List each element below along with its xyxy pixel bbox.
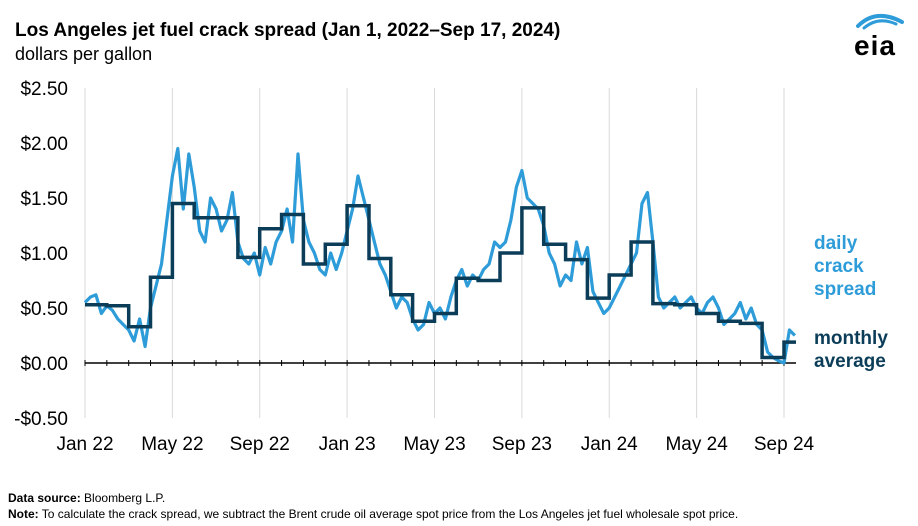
chart-grid [84,88,785,418]
y-tick-label: $1.50 [20,189,68,210]
legend-daily: daily crack spread [814,232,876,301]
footer-note: Note: To calculate the crack spread, we … [8,507,738,521]
x-tick-label: May 22 [141,434,203,455]
chart-title: Los Angeles jet fuel crack spread (Jan 1… [15,20,561,41]
legend-daily-line-3: spread [814,279,877,300]
footer-source: Data source: Bloomberg L.P. [8,491,165,505]
y-tick-label: $2.00 [20,134,68,155]
x-tick-label: Sep 24 [754,434,815,455]
legend-monthly-line-1: monthly [814,328,888,349]
note-text: To calculate the crack spread, we subtra… [41,507,739,521]
y-tick-label: $0.50 [20,299,68,320]
legend-daily-line-2: crack [814,256,864,277]
x-tick-label: Jan 24 [581,434,638,455]
y-tick-label: -$0.50 [14,409,68,430]
source-label: Data source: [8,491,81,505]
y-tick-label: $1.00 [20,244,68,265]
x-tick-label: Jan 22 [56,434,113,455]
y-tick-label: $2.50 [20,79,68,100]
x-tick-label: Sep 23 [492,434,552,455]
chart-subtitle: dollars per gallon [15,44,153,64]
crack-spread-chart: $2.50 $2.00 $1.50 $1.00 $0.50 $0.00 -$0.50 Jan… [14,79,814,455]
y-tick-label: $0.00 [20,354,68,375]
source-text: Bloomberg L.P. [84,491,166,505]
x-axis-ticks: Jan 22 May 22 Sep 22 Jan 23 May 23 Sep 23 Jan … [56,434,814,455]
note-label: Note: [8,507,39,521]
x-tick-label: Jan 23 [319,434,376,455]
y-axis-ticks: $2.50 $2.00 $1.50 $1.00 $0.50 $0.00 -$0.50 [14,79,68,430]
monthly-series-line [85,201,796,360]
legend-monthly-line-2: average [814,351,886,372]
x-axis [84,360,796,366]
x-tick-label: May 24 [665,434,728,455]
logo-arc-icon [856,14,904,30]
chart-series [83,146,797,365]
legend-daily-line-1: daily [814,233,858,254]
logo-text: eia [854,30,896,61]
x-tick-label: May 23 [403,434,465,455]
eia-logo: eia [852,12,908,61]
x-tick-label: Sep 22 [230,434,290,455]
legend-monthly: monthly average [814,327,888,373]
daily-series-line [83,146,797,365]
